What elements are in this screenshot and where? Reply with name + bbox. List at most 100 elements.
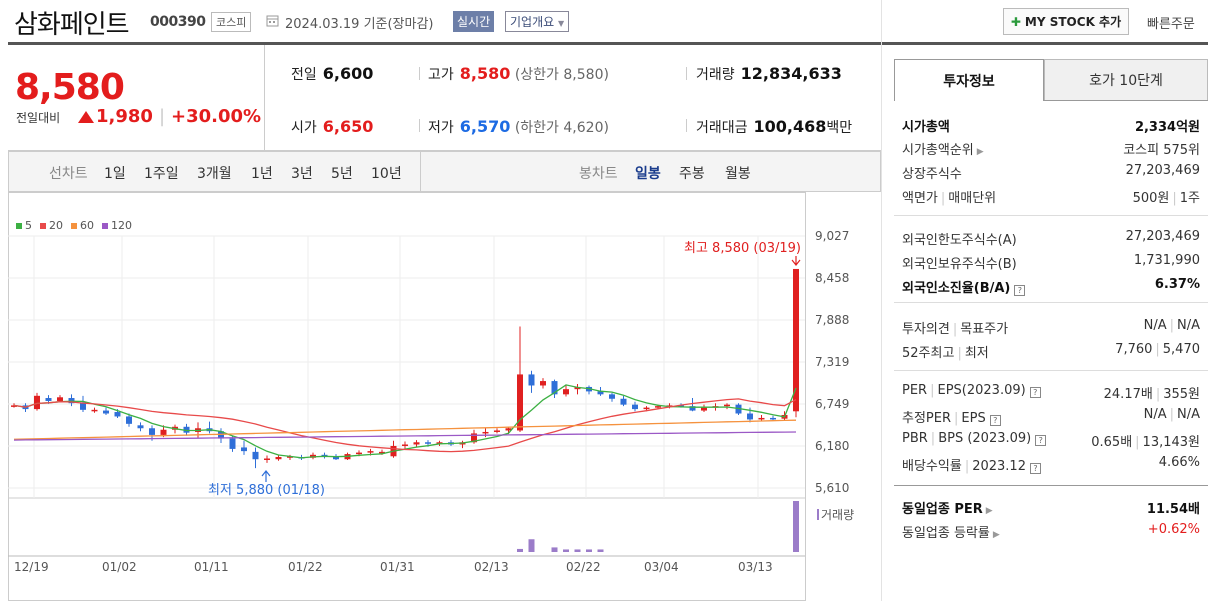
calendar-icon (266, 15, 279, 27)
target-value: N/A (1177, 318, 1200, 333)
candle-body (11, 405, 17, 407)
sector-rate-row[interactable]: 동일업종 등락률 ▶ +0.62% (902, 519, 1200, 541)
divider (264, 45, 265, 151)
chart-legend: 5 20 60 120 (16, 219, 132, 232)
est-per-label: 추정PER (902, 411, 952, 426)
candle-body (574, 386, 581, 390)
y-tick-label: 7,319 (815, 355, 849, 369)
est-eps-label: EPS (961, 411, 986, 426)
candle-body (747, 413, 753, 420)
period-3y[interactable]: 3년 (291, 166, 313, 182)
line-chart-label: 선차트 (49, 166, 88, 182)
candle-body (126, 416, 132, 424)
my-stock-label: MY STOCK 추가 (1024, 15, 1122, 29)
candle-body (563, 389, 569, 395)
period-3m[interactable]: 3개월 (197, 166, 232, 182)
candle-body (758, 417, 765, 420)
period-5y[interactable]: 5년 (331, 166, 353, 182)
open-price: 시가 6,650 (291, 117, 373, 137)
tab-quote-10[interactable]: 호가 10단계 (1044, 59, 1208, 101)
cap-rank-label: 시가총액순위 (902, 143, 974, 158)
w52-row: 52주최고 | 최저 7,760 | 5,470 (902, 342, 1200, 361)
trade-amount: 거래대금 100,468백만 (696, 117, 852, 137)
lower-value: 4,620) (563, 120, 609, 136)
period-1w[interactable]: 1주일 (144, 166, 179, 182)
candle-chart-label: 봉차트 (579, 166, 618, 182)
help-icon[interactable]: ? (1014, 285, 1026, 296)
candle-body (701, 407, 707, 411)
arrow-right-icon: ▶ (992, 530, 1000, 540)
candle-body (482, 431, 489, 434)
realtime-button[interactable]: 실시간 (453, 11, 495, 32)
my-stock-add-button[interactable]: ✚ MY STOCK 추가 (1003, 8, 1129, 35)
foreign-hold-value: 1,731,990 (1133, 253, 1200, 268)
bps-value: 13,143원 (1142, 435, 1200, 450)
volume-legend-mark (817, 509, 819, 520)
y-tick-label: 7,888 (815, 313, 849, 327)
cap-rank-row[interactable]: 시가총액순위 ▶ 코스피 575위 (902, 136, 1200, 158)
company-overview-dropdown[interactable]: 기업개요 ▼ (505, 11, 570, 32)
market-cap-row: 시가총액 2,334억원 (902, 113, 1200, 135)
change-rate: +30.00% (171, 106, 262, 127)
period-1d[interactable]: 1일 (104, 166, 126, 182)
candle-body (333, 456, 339, 460)
prev-label: 전일 (291, 67, 317, 83)
min-price-label: 최저 5,880 (01/18) (208, 483, 325, 498)
pbr-value: 0.65배 (1091, 435, 1133, 450)
candle-weekly[interactable]: 주봉 (679, 166, 705, 182)
help-icon[interactable]: ? (989, 415, 1001, 426)
target-label: 목표주가 (960, 322, 1009, 337)
candle-body (620, 398, 627, 405)
upper-label: (상한가 (514, 67, 559, 83)
shares-row: 상장주식수 27,203,469 (902, 160, 1200, 182)
y-tick-label: 5,610 (815, 481, 849, 495)
base-date: 2024.03.19 기준(장마감) (285, 17, 434, 32)
prev-close: 전일 6,600 (291, 64, 373, 84)
x-tick-label: 01/31 (380, 560, 415, 574)
candle-monthly[interactable]: 월봉 (725, 166, 751, 182)
candle-body (356, 452, 362, 455)
x-tick-label: 03/13 (738, 560, 773, 574)
candle-body (632, 404, 638, 410)
tab-invest-info[interactable]: 투자정보 (894, 59, 1044, 101)
sector-rate-value: +0.62% (1147, 522, 1200, 537)
stock-chart: 5 20 60 120 9,027 8,458 7,888 7,319 6,749 6,1… (8, 192, 881, 601)
eps-value: 355원 (1163, 387, 1200, 402)
stock-name: 삼화페인트 (14, 10, 130, 40)
legend-ma20: 20 (40, 219, 63, 232)
period-1y[interactable]: 1년 (251, 166, 273, 182)
market-cap-label: 시가총액 (902, 120, 950, 135)
volume-bar (574, 549, 581, 552)
legend-ma120: 120 (102, 219, 132, 232)
w52-low-label: 최저 (964, 346, 989, 361)
period-10y[interactable]: 10년 (371, 166, 402, 182)
w52-high-label: 52주최고 (902, 346, 955, 361)
change-amount: 1,980 (96, 106, 153, 127)
candle-body (655, 406, 661, 408)
shares-label: 상장주식수 (902, 167, 962, 182)
volume-label: 거래량 (821, 508, 854, 522)
x-tick-label: 02/13 (474, 560, 509, 574)
ma60-line (13, 419, 797, 440)
candle-body (689, 406, 696, 411)
candle-body (275, 457, 282, 460)
foreign-ratio-row: 외국인소진율(B/A)? 6.37% (902, 274, 1200, 296)
quick-order-link[interactable]: 빠른주문 (1147, 17, 1195, 32)
candle-body (103, 410, 109, 414)
sector-per-row[interactable]: 동일업종 PER ▶ 11.54배 (902, 495, 1200, 517)
max-price-label: 최고 8,580 (03/19) (684, 241, 801, 256)
help-icon[interactable]: ? (1029, 463, 1041, 474)
pbr-label: PBR (902, 431, 928, 446)
volume-bar (551, 547, 558, 552)
help-icon[interactable]: ? (1035, 435, 1047, 446)
help-icon[interactable]: ? (1029, 387, 1041, 398)
prev-value: 6,600 (322, 64, 374, 83)
invest-info-panel: 투자정보 호가 10단계 시가총액 2,334억원 시가총액순위 ▶ 코스피 57… (881, 0, 1208, 601)
candle-daily[interactable]: 일봉 (635, 166, 661, 182)
candle-body (793, 268, 799, 412)
candle-body (68, 398, 75, 404)
candle-body (436, 442, 443, 444)
candle-body (264, 458, 270, 461)
candlestick-chart[interactable]: 9,027 8,458 7,888 7,319 6,749 6,180 5,610 12/19… (8, 192, 881, 601)
market-badge: 코스피 (211, 12, 252, 32)
